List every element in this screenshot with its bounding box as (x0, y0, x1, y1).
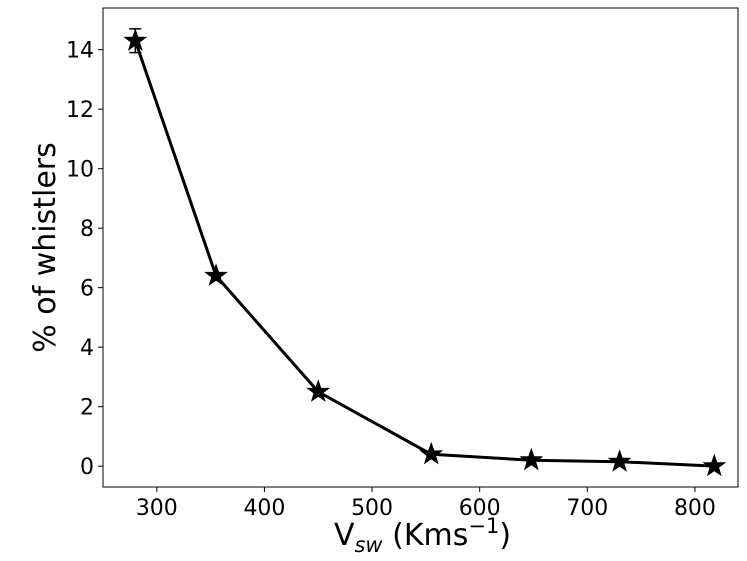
x-axis: 300 400 500 600 700 800 (136, 487, 716, 521)
y-tick-label: 12 (66, 98, 94, 123)
x-tick-label: 400 (243, 496, 285, 521)
x-tick-label: 600 (459, 496, 501, 521)
y-tick-label: 0 (80, 455, 94, 480)
x-tick-label: 300 (136, 496, 178, 521)
axes-frame (102, 7, 739, 488)
plot-area (123, 28, 727, 477)
x-tick-label: 800 (674, 496, 716, 521)
x-tick-label: 700 (566, 496, 608, 521)
y-tick-label: 4 (80, 336, 94, 361)
y-tick-label: 2 (80, 396, 94, 421)
y-tick-label: 8 (80, 217, 94, 242)
y-tick-label: 14 (66, 39, 94, 64)
data-point-star (306, 379, 331, 402)
data-point-star (204, 263, 228, 286)
x-axis-label: Vsw (Kms−1) (334, 514, 511, 557)
y-tick-label: 10 (66, 158, 94, 183)
data-point-star (419, 441, 444, 465)
x-axis-label-subscript: sw (354, 533, 383, 557)
data-point-star (607, 449, 632, 472)
data-point-star (123, 28, 148, 51)
x-tick-label: 500 (351, 496, 393, 521)
data-point-star (702, 453, 727, 477)
x-axis-label-main: V (334, 518, 355, 553)
y-axis-label: % of whistlers (28, 142, 63, 353)
data-point-star (519, 447, 544, 471)
x-axis-label-unit-end: ) (499, 518, 511, 553)
x-axis-label-superscript: −1 (468, 514, 499, 538)
x-axis-label-unit: (Kms (383, 518, 469, 553)
series-line (133, 40, 715, 468)
y-axis: 0 2 4 6 8 10 12 14 (66, 39, 103, 480)
y-tick-label: 6 (80, 277, 94, 302)
